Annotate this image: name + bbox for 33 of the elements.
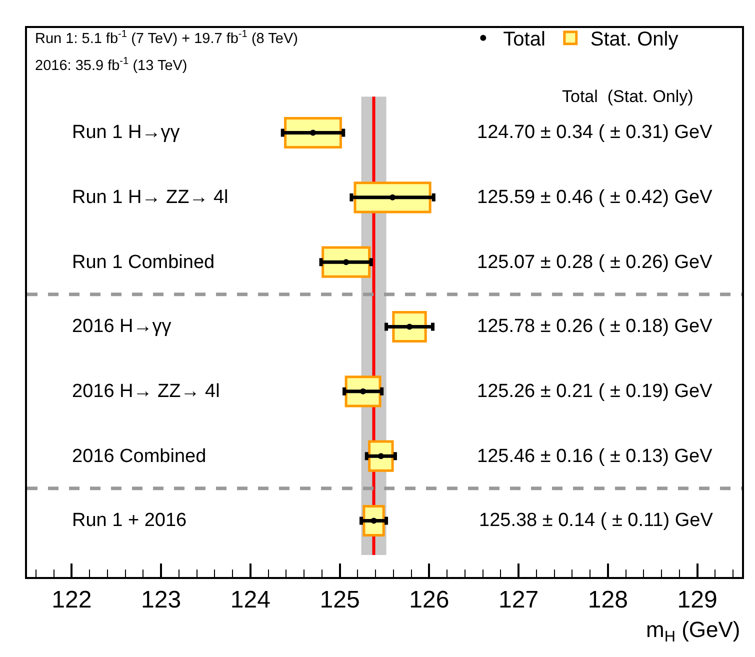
x-tick-label: 123 <box>141 586 182 614</box>
text: Run 1: 5.1 fb$^{-1}$ (7 TeV) + 19.7 fb$^{-1}$ (8 TeV) <box>35 29 298 48</box>
y-tick-label: 2016 H→γγ <box>72 316 172 337</box>
x-tick-label: 122 <box>52 586 92 614</box>
x-axis-title: m$_{H}$ (GeV) <box>646 617 740 646</box>
annotation: Total (Stat. Only) <box>562 87 694 106</box>
legend-label: Total <box>503 28 546 51</box>
y-tick-label: Run 1 H→γγ <box>72 122 180 143</box>
annotation: 125.38 ± 0.14 ( ± 0.11) GeV <box>479 510 714 531</box>
y-tick-label: Run 1 H→ ZZ→ 4l <box>72 187 228 208</box>
point <box>370 518 377 524</box>
annotation: 125.07 ± 0.28 ( ± 0.26) GeV <box>477 252 713 273</box>
point <box>378 453 384 460</box>
point <box>406 324 413 330</box>
y-tick-label: 2016 H→ ZZ→ 4l <box>72 381 220 402</box>
text: 2016: 35.9 fb$^{-1}$ (13 TeV) <box>35 56 188 74</box>
point <box>343 259 350 266</box>
x-tick-label: 127 <box>498 586 539 614</box>
annotation: 125.46 ± 0.16 ( ± 0.13) GeV <box>477 446 713 467</box>
x-tick-label: 128 <box>588 586 628 614</box>
y-tick-label: Run 1 Combined <box>72 252 215 273</box>
annotation: 125.78 ± 0.26 ( ± 0.18) GeV <box>477 316 713 337</box>
x-tick-label: 124 <box>230 586 270 614</box>
x-tick-label: 129 <box>677 586 718 614</box>
y-tick-label: Run 1 + 2016 <box>72 510 187 531</box>
point <box>310 130 316 136</box>
x-tick-label: 126 <box>409 586 450 614</box>
x-tick-label: 125 <box>320 586 360 614</box>
annotation: 125.59 ± 0.46 ( ± 0.42) GeV <box>477 187 713 208</box>
y-tick-label: 2016 Combined <box>72 446 206 467</box>
legend-label: Stat. Only <box>590 28 678 51</box>
annotation: 125.26 ± 0.21 ( ± 0.19) GeV <box>477 381 713 402</box>
annotation: 124.70 ± 0.34 ( ± 0.31) GeV <box>477 122 713 143</box>
